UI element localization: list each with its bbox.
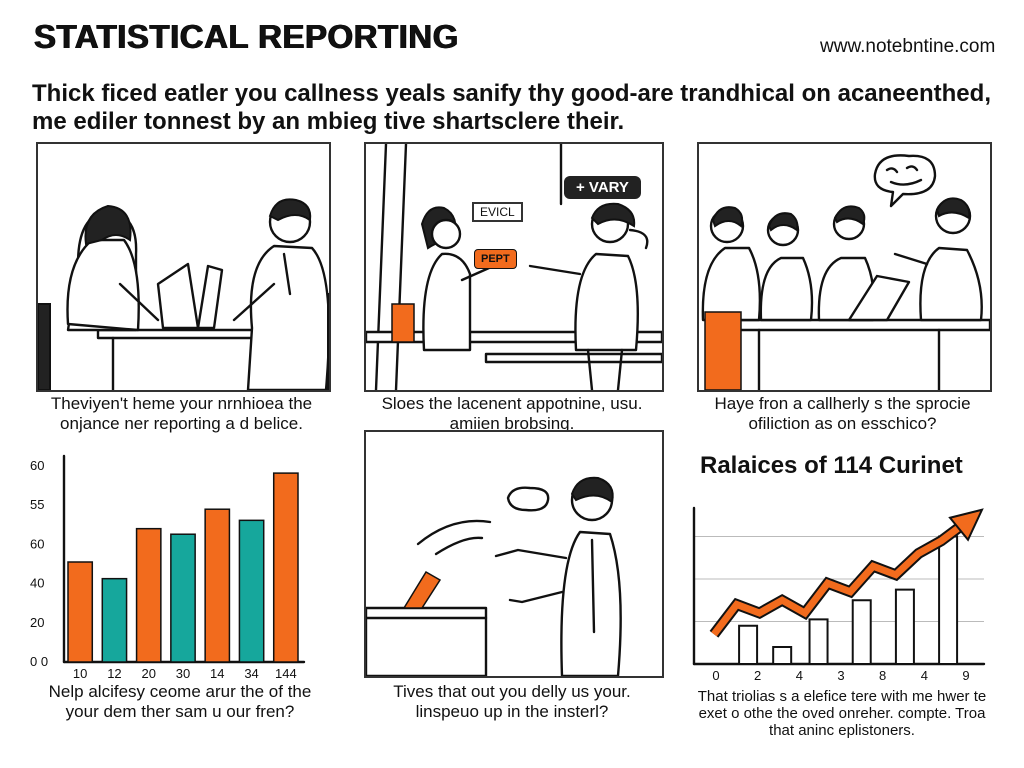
illustration-man-presenting xyxy=(366,476,622,676)
trend-bar xyxy=(938,535,959,665)
line-x-tick-label: 3 xyxy=(837,668,844,683)
panel-1-caption: Theviyen't heme your nrnhioea the onjanc… xyxy=(50,394,313,433)
illustration-handover xyxy=(366,144,662,390)
sign-vary: + VARY xyxy=(564,176,641,199)
trend-line xyxy=(711,520,967,637)
panel-4-caption: Nelp alcifesy ceome arur the of the your… xyxy=(48,682,312,721)
illustration-two-people-laptops xyxy=(38,198,329,390)
line-chart-title: Ralaices of 114 Curinet xyxy=(700,452,963,479)
bar-chart-panel: 60 55 60 40 20 0 0 10 12 20 30 14 34 144 xyxy=(30,448,310,681)
trend-bar xyxy=(894,588,915,665)
panel-6-caption: That triolias s a elefice tere with me h… xyxy=(697,688,987,739)
trend-bar xyxy=(738,624,759,665)
line-chart: 0 2 4 3 8 4 9 xyxy=(692,506,986,683)
bar-x-tick-label: 34 xyxy=(244,666,258,681)
bar xyxy=(170,533,196,663)
panel-presenting xyxy=(364,430,664,678)
trend-bar xyxy=(808,618,829,665)
bar xyxy=(101,577,128,663)
bar-y-tick-label: 60 xyxy=(30,536,44,551)
bar-y-tick-label: 55 xyxy=(30,497,44,512)
line-x-tick-label: 0 xyxy=(712,668,719,683)
bar-y-tick-label: 60 xyxy=(30,458,44,473)
page-title: STATISTICAL REPORTING xyxy=(34,18,459,55)
bar-x-tick-label: 10 xyxy=(73,666,87,681)
panel-5-caption: Tives that out you delly us your. linspe… xyxy=(393,682,631,721)
panel-handover: EVICL + VARY PEPT xyxy=(364,142,664,392)
line-x-tick-label: 8 xyxy=(879,668,886,683)
bar-y-tick-label: 0 0 xyxy=(30,654,48,669)
line-x-tick-label: 4 xyxy=(921,668,928,683)
trend-arrow-head xyxy=(948,508,984,542)
bar-x-tick-label: 12 xyxy=(107,666,121,681)
site-url: www.notebntine.com xyxy=(820,36,996,57)
panel-3-caption: Haye fron a callherly s the sprocie ofil… xyxy=(714,394,971,433)
bar-y-tick-label: 40 xyxy=(30,576,44,591)
bar-x-tick-label: 20 xyxy=(141,666,155,681)
bar xyxy=(272,472,299,663)
line-chart-panel: 0 2 4 3 8 4 9 xyxy=(690,488,990,684)
illustration-group-table xyxy=(701,154,990,390)
trend-bar xyxy=(851,599,872,665)
bar xyxy=(67,561,94,663)
line-x-tick-label: 9 xyxy=(962,668,969,683)
line-x-tick-label: 2 xyxy=(754,668,761,683)
panel-office-meeting xyxy=(36,142,331,392)
bar-x-tick-label: 14 xyxy=(210,666,224,681)
bar xyxy=(238,519,265,663)
trend-bar xyxy=(772,646,793,665)
bar-chart: 60 55 60 40 20 0 0 10 12 20 30 14 34 144 xyxy=(30,454,306,681)
bar xyxy=(135,527,162,663)
note-card: PEPT xyxy=(474,249,517,269)
sign-evicl: EVICL xyxy=(472,202,523,222)
panel-group-discussion xyxy=(697,142,992,392)
bar-x-tick-label: 144 xyxy=(275,666,297,681)
bar xyxy=(204,508,231,663)
panel-2-caption: Sloes the lacenent appotnine, usu. amiie… xyxy=(381,394,643,433)
line-x-tick-label: 4 xyxy=(796,668,803,683)
bar-x-tick-label: 30 xyxy=(176,666,190,681)
intro-text: Thick ficed eatler you callness yeals sa… xyxy=(32,80,991,135)
bar-y-tick-label: 20 xyxy=(30,615,44,630)
